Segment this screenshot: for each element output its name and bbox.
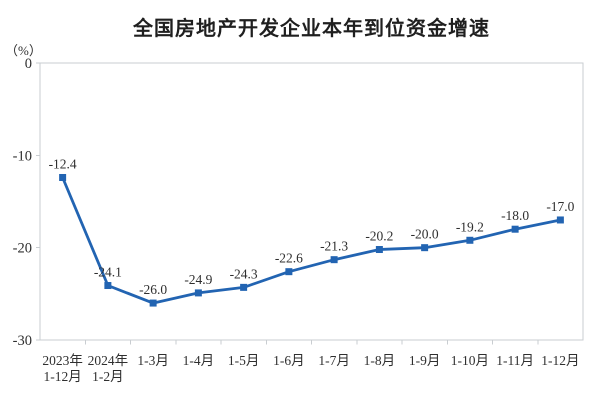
data-point-label: -17.0 xyxy=(546,199,574,214)
data-point-marker xyxy=(240,283,248,291)
data-point-label: -22.6 xyxy=(275,251,303,266)
data-point-label: -21.3 xyxy=(320,239,348,254)
data-point-label: -20.0 xyxy=(411,227,439,242)
x-axis-category-label: 2023年 xyxy=(42,353,83,368)
x-axis-category-label: 1-12月 xyxy=(541,353,579,368)
plot-area-border xyxy=(39,62,584,341)
y-axis-tick-label: -20 xyxy=(13,241,32,257)
x-axis-category-label: 1-6月 xyxy=(273,353,305,368)
data-point-label: -24.9 xyxy=(184,272,212,287)
data-point-label: -26.0 xyxy=(139,282,167,297)
data-point-label: -12.4 xyxy=(49,156,77,171)
y-axis-tick-label: 0 xyxy=(25,56,32,72)
data-point-marker xyxy=(59,173,67,181)
x-axis-category-label: 1-8月 xyxy=(364,353,396,368)
data-point-label: -24.3 xyxy=(230,266,258,281)
x-axis-category-label: 2024年 xyxy=(88,353,129,368)
data-point-marker xyxy=(511,225,519,233)
x-axis-category-label: 1-9月 xyxy=(409,353,441,368)
y-axis-tick-label: -30 xyxy=(13,333,32,349)
x-axis-category-label: 1-10月 xyxy=(451,353,489,368)
data-point-marker xyxy=(375,246,383,254)
data-point-marker xyxy=(149,299,157,307)
data-point-marker xyxy=(466,236,474,244)
x-axis-category-label: 1-3月 xyxy=(137,353,169,368)
x-axis-category-label: 1-5月 xyxy=(228,353,260,368)
x-axis-category-label: 1-12月 xyxy=(44,369,82,384)
data-point-marker xyxy=(104,282,112,290)
x-axis-category-label: 1-11月 xyxy=(496,353,534,368)
data-point-marker xyxy=(421,244,429,252)
data-point-marker xyxy=(556,216,564,224)
data-point-label: -18.0 xyxy=(501,208,529,223)
y-axis-tick-label: -10 xyxy=(13,148,32,164)
x-axis-category-label: 1-4月 xyxy=(183,353,215,368)
data-point-label: -24.1 xyxy=(94,265,122,280)
data-point-label: -20.2 xyxy=(365,229,393,244)
x-axis-category-label: 1-2月 xyxy=(92,369,124,384)
line-series xyxy=(61,176,562,305)
data-point-label: -19.2 xyxy=(456,219,484,234)
data-point-marker xyxy=(194,289,202,297)
x-axis-category-label: 1-7月 xyxy=(318,353,350,368)
y-axis-unit-label: （%） xyxy=(5,43,42,58)
data-point-marker xyxy=(285,268,293,276)
chart-title: 全国房地产开发企业本年到位资金增速 xyxy=(133,18,490,40)
data-point-marker xyxy=(330,256,338,264)
